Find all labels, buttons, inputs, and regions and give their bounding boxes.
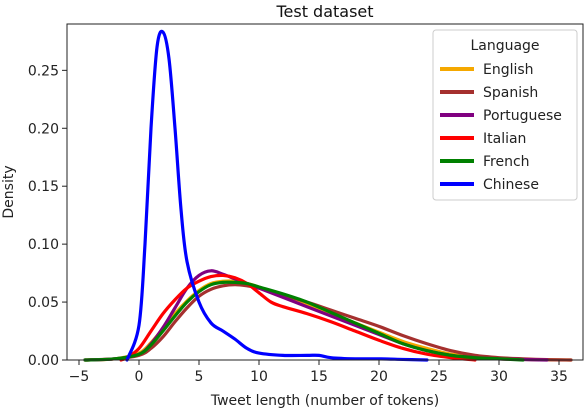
legend-items: English Spanish Portuguese Italian French Chi… <box>440 62 562 193</box>
y-axis: 0.00 0.05 0.10 0.15 0.20 0.25 <box>28 63 67 369</box>
x-tick-label: 10 <box>250 369 268 385</box>
legend-label-english: English <box>483 62 534 78</box>
x-tick-label: 25 <box>430 369 448 385</box>
x-axis-label: Tweet length (number of tokens) <box>210 393 439 408</box>
legend-label-spanish: Spanish <box>483 85 538 101</box>
chart-title: Test dataset <box>275 2 373 21</box>
x-tick-label: 35 <box>550 369 568 385</box>
legend-label-portuguese: Portuguese <box>483 108 562 124</box>
legend-title: Language <box>470 38 539 54</box>
y-tick-label: 0.25 <box>28 63 59 79</box>
y-tick-label: 0.10 <box>28 237 59 253</box>
y-tick-label: 0.20 <box>28 121 59 137</box>
legend-label-chinese: Chinese <box>483 177 539 193</box>
legend-box <box>432 29 578 201</box>
y-tick-label: 0.05 <box>28 295 59 311</box>
y-axis-label: Density <box>1 165 17 218</box>
x-tick-label: −5 <box>69 369 90 385</box>
legend-label-french: French <box>483 154 530 170</box>
x-tick-label: 5 <box>195 369 204 385</box>
legend: Language English Spanish Portuguese Italian… <box>432 29 578 201</box>
series-lines <box>83 29 573 362</box>
legend-label-italian: Italian <box>483 131 526 147</box>
x-tick-label: 15 <box>310 369 328 385</box>
series-line-french <box>83 280 525 362</box>
x-axis: −5 0 5 10 15 20 25 30 35 <box>69 360 568 385</box>
x-tick-label: 0 <box>135 369 144 385</box>
plot-frame <box>66 23 584 361</box>
y-tick-label: 0.15 <box>28 179 59 195</box>
y-tick-label: 0.00 <box>28 353 59 369</box>
series-line-chinese <box>125 29 429 362</box>
x-tick-label: 30 <box>490 369 508 385</box>
x-tick-label: 20 <box>370 369 388 385</box>
